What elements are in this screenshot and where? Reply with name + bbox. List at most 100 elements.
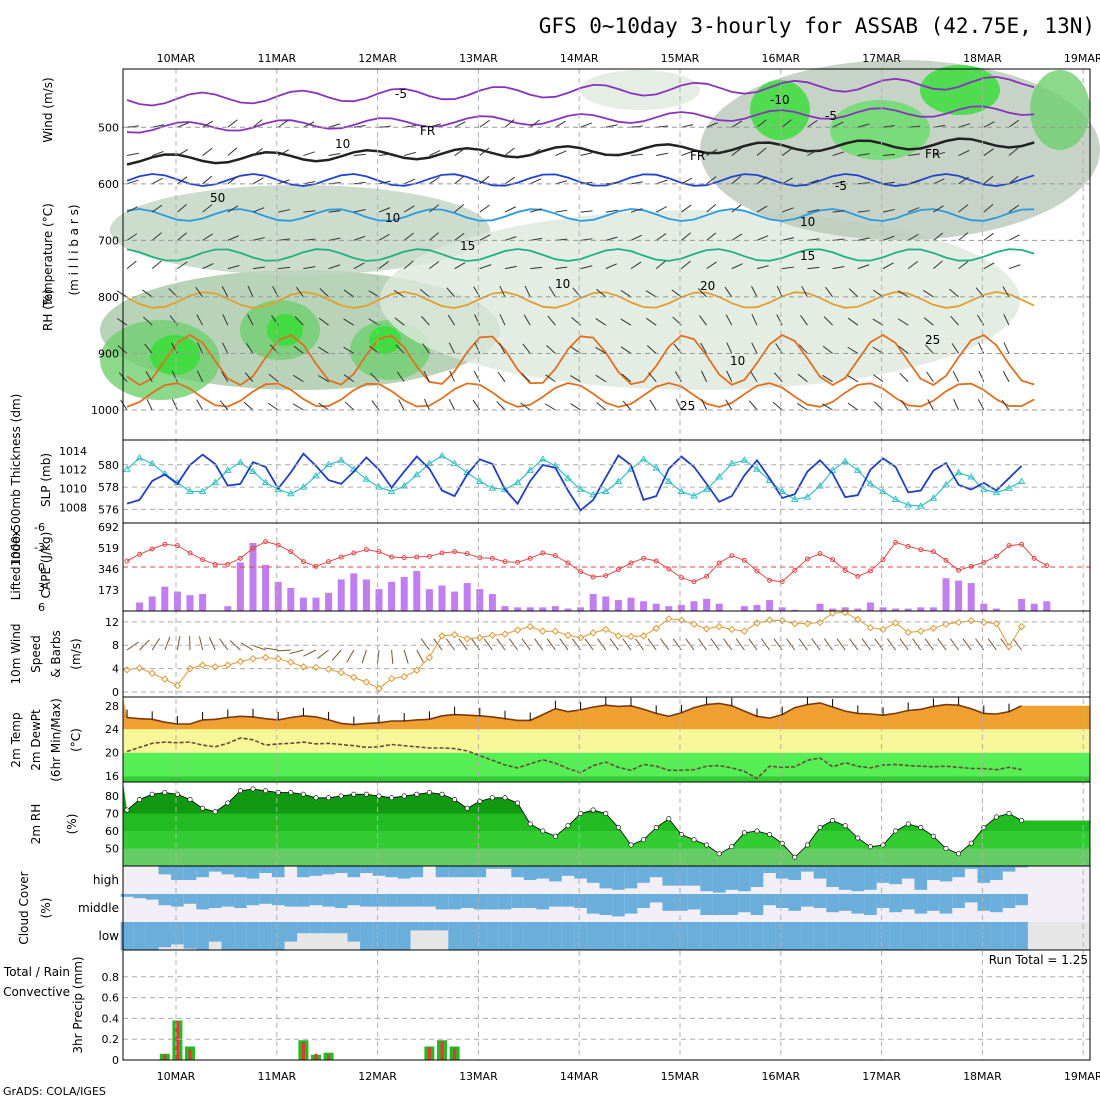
wind-barb xyxy=(801,286,808,298)
wind-barb xyxy=(622,400,632,411)
panel-axis-label: (%) xyxy=(65,814,79,835)
wind-barb xyxy=(523,314,531,326)
wind-barb xyxy=(146,398,153,411)
lifted-index-point xyxy=(666,566,672,572)
cloud-cover-cell xyxy=(927,866,940,880)
wind-barb xyxy=(923,317,934,326)
cloud-cover-cell xyxy=(271,866,285,878)
wind-barb xyxy=(953,398,960,411)
rh-point xyxy=(590,807,596,813)
cloud-cover-cell xyxy=(1002,866,1016,872)
cloud-cover-cell xyxy=(385,894,398,907)
wind-barb xyxy=(1008,234,1020,241)
wind-barb xyxy=(958,232,969,241)
cloud-cover-cell xyxy=(612,866,625,890)
lifted-index-point xyxy=(527,555,533,561)
cape-bar xyxy=(249,543,257,611)
precip-convective-bar xyxy=(453,1048,457,1060)
panel-axis-label: Speed xyxy=(29,635,43,673)
pressure-tick-label: 500 xyxy=(98,121,119,134)
wind-barb xyxy=(655,206,668,213)
cloud-cover-cell xyxy=(133,922,146,950)
thickness-line xyxy=(126,455,1022,507)
wind-barb xyxy=(555,120,566,128)
lifted-index-point xyxy=(1019,541,1025,547)
cloud-cover-cell xyxy=(712,922,726,950)
wind-barb xyxy=(498,342,506,354)
wind-barb xyxy=(731,263,743,270)
wind-barb xyxy=(847,317,859,326)
wind-barb xyxy=(781,119,792,128)
wind-barb xyxy=(782,207,794,213)
wind-barb-10m xyxy=(697,638,708,651)
cloud-cover-cell xyxy=(763,922,776,950)
wind-barb xyxy=(807,149,819,156)
wind-speed-point xyxy=(198,661,207,669)
thickness-point xyxy=(753,465,761,472)
cloud-cover-cell xyxy=(334,894,348,908)
thickness-point xyxy=(223,466,232,473)
wind-barb xyxy=(725,314,733,326)
thickness-point xyxy=(488,484,497,491)
temperature-band xyxy=(123,752,1090,777)
thickness-point xyxy=(1017,477,1026,484)
lifted-index-point xyxy=(767,577,773,583)
lifted-index-tick-label: -3 xyxy=(34,541,45,554)
wind-barb xyxy=(545,374,556,383)
thickness-point xyxy=(677,487,686,495)
thickness-point xyxy=(967,473,976,480)
wind-barb xyxy=(403,232,415,241)
wind-barb xyxy=(907,261,919,270)
wind-barb xyxy=(171,370,178,382)
panel-frame-precip xyxy=(122,949,1091,1061)
cloud-cover-cell xyxy=(952,922,965,950)
wind-barb-10m xyxy=(786,638,796,651)
wind-barb xyxy=(847,375,859,383)
cloud-cover-cell xyxy=(725,894,739,915)
cape-bar xyxy=(388,581,396,611)
wind-barb xyxy=(454,148,465,156)
cloud-cover-cell xyxy=(423,894,436,907)
cloud-cover-cell xyxy=(1002,894,1016,908)
wind-speed-point xyxy=(841,608,849,617)
cape-bar xyxy=(892,608,900,611)
lifted-index-tick-label: 6 xyxy=(38,601,45,614)
thickness-point xyxy=(538,455,547,462)
cloud-cover-cell xyxy=(385,922,398,950)
wind-barb xyxy=(343,318,355,326)
wind-barb xyxy=(267,402,279,411)
cloud-cover-cell xyxy=(637,866,650,883)
cloud-cover-cell xyxy=(120,922,134,950)
wind-barb xyxy=(580,265,593,270)
cape-bar xyxy=(312,597,320,611)
wind-speed-point xyxy=(274,654,282,663)
rh-point xyxy=(641,837,647,843)
wind-barb xyxy=(731,233,743,241)
cape-bar xyxy=(703,598,711,611)
wind-barb xyxy=(807,209,820,213)
thickness-point xyxy=(790,495,799,502)
cloud-cover-cell xyxy=(473,894,487,910)
wind-barb xyxy=(398,399,405,411)
cloud-cover-cell xyxy=(700,866,713,892)
pressure-tick-label: 1000 xyxy=(91,404,119,417)
wind-barb xyxy=(731,147,742,156)
wind-speed-point xyxy=(337,669,345,677)
cloud-cover-cell xyxy=(801,894,814,907)
wind-barb-10m xyxy=(886,638,897,651)
lifted-index-point xyxy=(968,563,974,569)
wind-barb xyxy=(378,233,390,241)
rh-point xyxy=(225,800,231,806)
contour-label: -10 xyxy=(770,93,790,107)
cloud-cover-cell xyxy=(700,922,713,950)
wind-barb-10m xyxy=(458,638,468,651)
wind-barb xyxy=(496,401,506,411)
wind-barb-10m xyxy=(534,638,544,651)
wind-speed-point xyxy=(929,624,938,632)
cloud-cover-cell xyxy=(624,922,638,950)
lifted-index-point xyxy=(225,561,231,567)
wind-barb xyxy=(252,147,263,156)
cloud-cover-cell xyxy=(448,922,461,950)
wind-barb xyxy=(247,314,254,326)
cloud-cover-cell xyxy=(927,894,940,911)
